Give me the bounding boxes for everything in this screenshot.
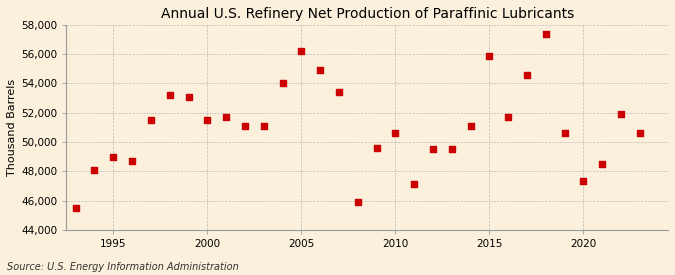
Point	[89, 167, 100, 172]
Point	[634, 131, 645, 135]
Point	[202, 118, 213, 122]
Point	[221, 115, 232, 119]
Text: Source: U.S. Energy Information Administration: Source: U.S. Energy Information Administ…	[7, 262, 238, 272]
Title: Annual U.S. Refinery Net Production of Paraffinic Lubricants: Annual U.S. Refinery Net Production of P…	[161, 7, 574, 21]
Point	[277, 81, 288, 86]
Point	[578, 179, 589, 184]
Point	[541, 31, 551, 36]
Point	[597, 162, 608, 166]
Point	[409, 182, 420, 187]
Point	[522, 72, 533, 77]
Point	[559, 131, 570, 135]
Point	[427, 147, 438, 152]
Point	[296, 49, 306, 53]
Point	[484, 53, 495, 58]
Point	[503, 115, 514, 119]
Point	[259, 124, 269, 128]
Point	[70, 206, 81, 210]
Point	[616, 112, 626, 116]
Point	[240, 124, 250, 128]
Point	[146, 118, 157, 122]
Point	[446, 147, 457, 152]
Point	[390, 131, 401, 135]
Point	[315, 68, 325, 72]
Point	[352, 200, 363, 204]
Point	[108, 154, 119, 159]
Y-axis label: Thousand Barrels: Thousand Barrels	[7, 79, 17, 176]
Point	[164, 93, 175, 97]
Point	[371, 146, 382, 150]
Point	[183, 94, 194, 99]
Point	[333, 90, 344, 94]
Point	[127, 159, 138, 163]
Point	[465, 124, 476, 128]
